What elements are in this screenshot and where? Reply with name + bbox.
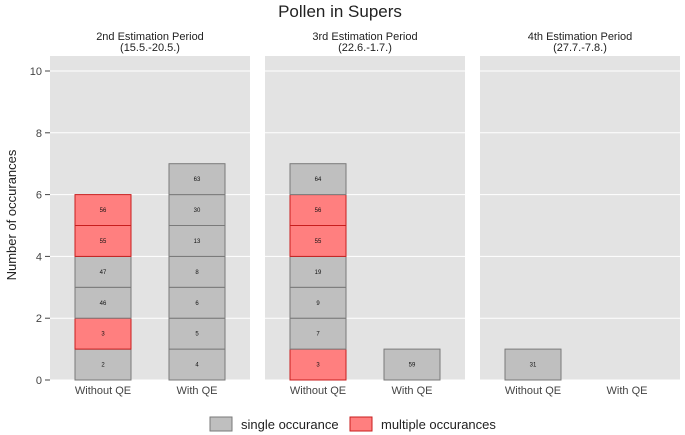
segment-label: 59 (409, 363, 416, 369)
panel-title: 4th Estimation Period (528, 31, 633, 43)
panel-subtitle: (27.7.-7.8.) (553, 42, 607, 54)
bar-segment-single (168, 225, 226, 257)
segment-label: 56 (100, 208, 107, 214)
segment-label: 2 (101, 363, 105, 369)
x-tick-label: With QE (177, 385, 218, 397)
x-tick-label: Without QE (290, 385, 346, 397)
segment-label: 13 (194, 239, 201, 245)
facet-panel: 3rd Estimation Period(22.6.-1.7.) 3 7 9 19 55… (265, 31, 465, 397)
bar-segment-single (289, 163, 347, 196)
segment-label: 64 (315, 177, 322, 183)
panel-background (480, 56, 680, 380)
segment-label: 6 (195, 301, 199, 307)
segment-label: 9 (316, 301, 320, 307)
segment-label: 19 (315, 270, 322, 276)
legend-swatch-single (209, 416, 233, 432)
bar-segment-multiple (74, 317, 132, 350)
y-axis-label: Number of occurances (4, 149, 19, 280)
bar-segment-single (289, 286, 347, 319)
facet-panel: 4th Estimation Period(27.7.-7.8.) 31 Witho… (480, 31, 680, 397)
legend-label: single occurance (241, 417, 339, 432)
panel-subtitle: (22.6.-1.7.) (338, 42, 392, 54)
bar-segment-single (504, 348, 562, 381)
bar-segment-multiple (289, 225, 347, 257)
y-tick-label: 4 (36, 251, 42, 263)
segment-label: 46 (100, 301, 107, 307)
segment-label: 63 (194, 177, 201, 183)
bar-segment-single (74, 348, 132, 381)
bar-segment-single (383, 348, 441, 381)
bar-segment-multiple (289, 194, 347, 227)
segment-label: 56 (315, 208, 322, 214)
legend: single occurance multiple occurances (209, 416, 496, 432)
segment-label: 55 (100, 239, 107, 245)
bar-segment-single (74, 286, 132, 319)
y-tick-label: 0 (36, 375, 42, 387)
bar-segment-single (168, 163, 226, 196)
segment-label: 8 (195, 270, 199, 276)
segment-label: 3 (101, 332, 105, 338)
bar-segment-single (74, 255, 132, 288)
panel-title: 3rd Estimation Period (312, 31, 417, 43)
y-tick-label: 6 (36, 190, 42, 202)
chart-title: Pollen in Supers (278, 2, 402, 21)
y-tick-label: 10 (30, 66, 42, 78)
bar-segment-single (168, 255, 226, 288)
legend-label: multiple occurances (381, 417, 496, 432)
bar-segment-multiple (74, 194, 132, 227)
panel-subtitle: (15.5.-20.5.) (120, 42, 180, 54)
segment-label: 47 (100, 270, 107, 276)
y-axis: 0 2 4 6 8 10 (30, 66, 50, 387)
segment-label: 31 (530, 363, 537, 369)
segment-label: 55 (315, 239, 322, 245)
segment-label: 4 (195, 363, 199, 369)
x-tick-label: With QE (392, 385, 433, 397)
x-tick-label: With QE (607, 385, 648, 397)
segment-label: 7 (316, 332, 320, 338)
legend-swatch-multiple (349, 416, 373, 432)
segment-label: 30 (194, 208, 201, 214)
y-tick-label: 2 (36, 313, 42, 325)
panel-title: 2nd Estimation Period (96, 31, 204, 43)
segment-label: 5 (195, 332, 199, 338)
facet-panels: 2nd Estimation Period(15.5.-20.5.)234647… (50, 31, 680, 397)
x-tick-label: Without QE (505, 385, 561, 397)
bar-segment-single (289, 317, 347, 350)
y-tick-label: 8 (36, 128, 42, 140)
segment-label: 3 (316, 363, 320, 369)
facet-panel: 2nd Estimation Period(15.5.-20.5.)234647… (50, 31, 250, 397)
bar-segment-single (168, 348, 226, 381)
x-tick-label: Without QE (75, 385, 131, 397)
bar-segment-single (289, 255, 347, 288)
bar-segment-multiple (74, 225, 132, 257)
